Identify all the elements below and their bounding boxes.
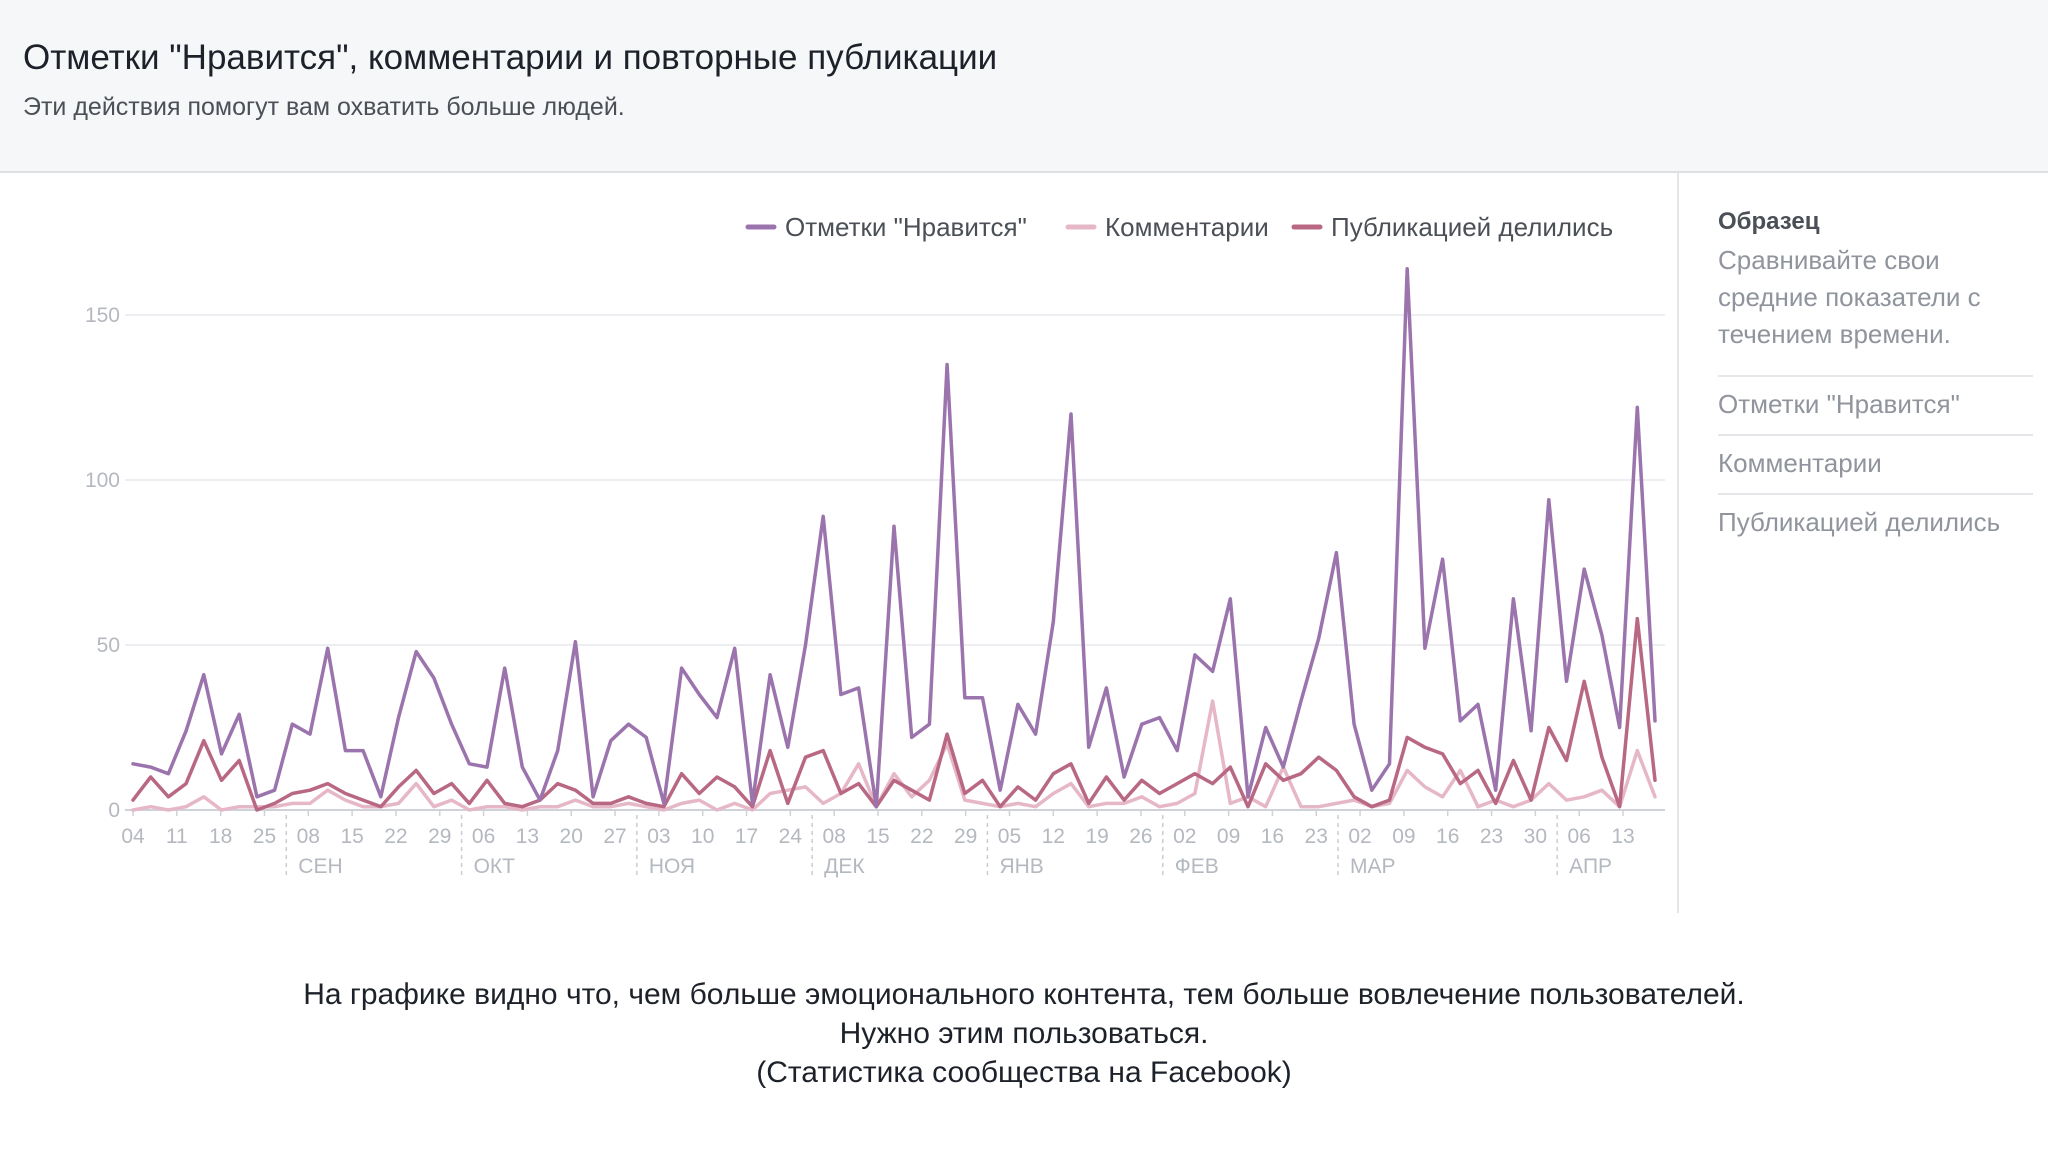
x-tick-label: 20 xyxy=(560,825,583,848)
x-tick-label: 22 xyxy=(910,825,933,848)
x-tick-label: 08 xyxy=(822,825,845,848)
x-tick-label: 16 xyxy=(1261,825,1284,848)
page-subtitle: Эти действия помогут вам охватить больше… xyxy=(23,93,625,121)
x-tick-label: 13 xyxy=(1611,825,1634,848)
month-label: МАР xyxy=(1350,855,1396,878)
chart-legend: Отметки "Нравится" Комментарии Публикацией… xyxy=(745,212,1613,242)
x-tick-label: 16 xyxy=(1436,825,1459,848)
x-tick-label: 15 xyxy=(340,825,363,848)
x-tick-label: 04 xyxy=(121,825,145,848)
x-tick-label: 10 xyxy=(691,825,714,848)
month-label: ФЕВ xyxy=(1175,855,1219,878)
x-tick-label: 02 xyxy=(1173,825,1196,848)
x-tick-label: 13 xyxy=(516,825,539,848)
page-title: Отметки "Нравится", комментарии и повтор… xyxy=(23,38,998,77)
benchmark-sidebar: Образец Сравнивайте свои средние показат… xyxy=(1718,208,2033,552)
x-tick-label: 19 xyxy=(1085,825,1108,848)
series-line-0 xyxy=(131,267,1657,809)
series-line-1 xyxy=(131,699,1657,812)
x-tick-label: 09 xyxy=(1392,825,1415,848)
x-tick-label: 24 xyxy=(779,825,803,848)
month-label: ОКТ xyxy=(474,855,516,878)
caption-line-1: На графике видно что, чем больше эмоцион… xyxy=(303,978,1745,1011)
x-tick-label: 23 xyxy=(1480,825,1503,848)
caption-line-2: Нужно этим пользоваться. xyxy=(839,1017,1209,1050)
legend-label: Комментарии xyxy=(1105,212,1269,242)
x-tick-label: 25 xyxy=(253,825,276,848)
x-tick-label: 02 xyxy=(1348,825,1371,848)
x-tick-label: 18 xyxy=(209,825,232,848)
x-tick-label: 06 xyxy=(472,825,495,848)
sidebar-item-comments[interactable]: Комментарии xyxy=(1718,434,2033,493)
month-label: ДЕК xyxy=(824,855,865,878)
y-axis: 0 50 100 150 xyxy=(85,304,120,822)
page-header: Отметки "Нравится", комментарии и повтор… xyxy=(0,0,2048,173)
x-axis: 04 11 18 25 08 15 22 29 06 13 20 27 03 10 17 24 08 15 22 29… xyxy=(121,810,1635,878)
month-label: АПР xyxy=(1569,855,1612,878)
vertical-divider xyxy=(1677,173,1679,913)
x-tick-label: 17 xyxy=(735,825,758,848)
sidebar-item-shares[interactable]: Публикацией делились xyxy=(1718,493,2033,552)
y-tick-label: 0 xyxy=(108,799,120,822)
x-tick-label: 29 xyxy=(428,825,451,848)
x-tick-label: 15 xyxy=(866,825,889,848)
y-tick-label: 150 xyxy=(85,304,120,327)
x-tick-label: 06 xyxy=(1567,825,1590,848)
sidebar-title: Образец xyxy=(1718,208,1820,235)
x-tick-label: 26 xyxy=(1129,825,1152,848)
sidebar-item-likes[interactable]: Отметки "Нравится" xyxy=(1718,375,2033,434)
x-tick-label: 29 xyxy=(954,825,977,848)
x-tick-label: 03 xyxy=(647,825,670,848)
legend-label: Публикацией делились xyxy=(1331,212,1613,242)
x-tick-label: 23 xyxy=(1305,825,1328,848)
caption-line-3: (Статистика сообщества на Facebook) xyxy=(756,1056,1292,1089)
x-tick-label: 09 xyxy=(1217,825,1240,848)
x-tick-label: 27 xyxy=(603,825,626,848)
x-tick-label: 12 xyxy=(1042,825,1065,848)
x-tick-label: 30 xyxy=(1524,825,1547,848)
y-tick-label: 50 xyxy=(97,634,120,657)
sidebar-description: Сравнивайте свои средние показатели с те… xyxy=(1718,245,1981,349)
month-label: НОЯ xyxy=(649,855,695,878)
chart-series xyxy=(131,267,1657,812)
slide-caption: На графике видно что, чем больше эмоцион… xyxy=(0,975,2048,1092)
month-label: ЯНВ xyxy=(999,855,1043,878)
x-tick-label: 05 xyxy=(998,825,1021,848)
legend-label: Отметки "Нравится" xyxy=(785,212,1027,242)
series-line-2 xyxy=(131,616,1657,812)
x-tick-label: 08 xyxy=(297,825,320,848)
x-tick-label: 11 xyxy=(166,825,188,848)
chart-grid xyxy=(125,314,1665,811)
month-label: СЕН xyxy=(298,855,342,878)
y-tick-label: 100 xyxy=(85,469,120,492)
x-tick-label: 22 xyxy=(384,825,407,848)
